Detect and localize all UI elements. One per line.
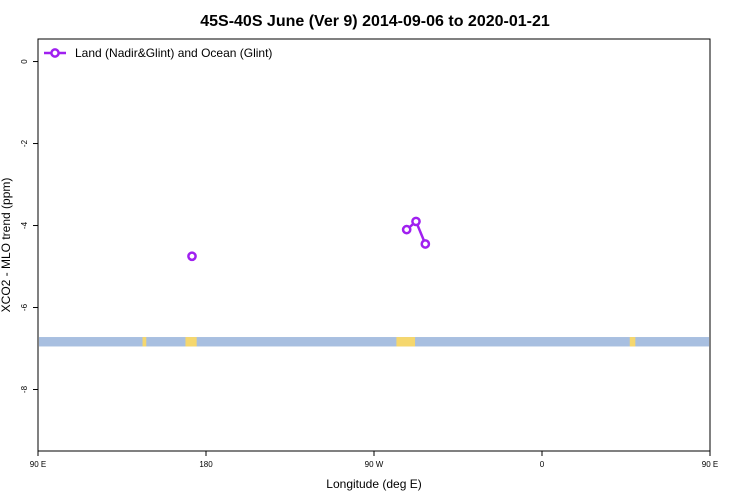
ocean-band xyxy=(39,337,709,347)
land-patch xyxy=(629,337,636,347)
data-point xyxy=(420,239,431,249)
land-patch xyxy=(396,337,416,347)
chart-title: 45S-40S June (Ver 9) 2014-09-06 to 2020-… xyxy=(200,13,550,30)
y-axis: 0 -2 -4 -6 -8 xyxy=(20,59,38,393)
x-axis: 90 E 180 90 W 0 90 E xyxy=(30,451,718,469)
x-tick-label: 90 E xyxy=(702,460,718,469)
x-tick-label: 180 xyxy=(199,460,213,469)
y-axis-label: XCO2 - MLO trend (ppm) xyxy=(0,178,13,313)
map-strip xyxy=(39,337,709,347)
series-layer xyxy=(187,216,431,262)
data-point xyxy=(187,251,197,262)
land-patch xyxy=(185,337,197,347)
x-tick-label: 0 xyxy=(540,460,545,469)
data-point xyxy=(411,216,421,227)
y-tick-label: -6 xyxy=(20,303,29,311)
y-tick-label: -2 xyxy=(20,139,29,147)
y-tick-label: 0 xyxy=(20,59,29,64)
x-axis-label: Longitude (deg E) xyxy=(326,477,421,491)
y-tick-label: -8 xyxy=(20,385,29,393)
x-tick-label: 90 E xyxy=(30,460,46,469)
legend-label: Land (Nadir&Glint) and Ocean (Glint) xyxy=(75,46,272,60)
legend: Land (Nadir&Glint) and Ocean (Glint) xyxy=(44,46,272,60)
x-tick-label: 90 W xyxy=(365,460,384,469)
legend-marker xyxy=(50,48,60,58)
y-tick-label: -4 xyxy=(20,221,29,229)
land-patch xyxy=(142,337,147,347)
data-point xyxy=(401,224,412,235)
plot-frame xyxy=(37,38,711,452)
